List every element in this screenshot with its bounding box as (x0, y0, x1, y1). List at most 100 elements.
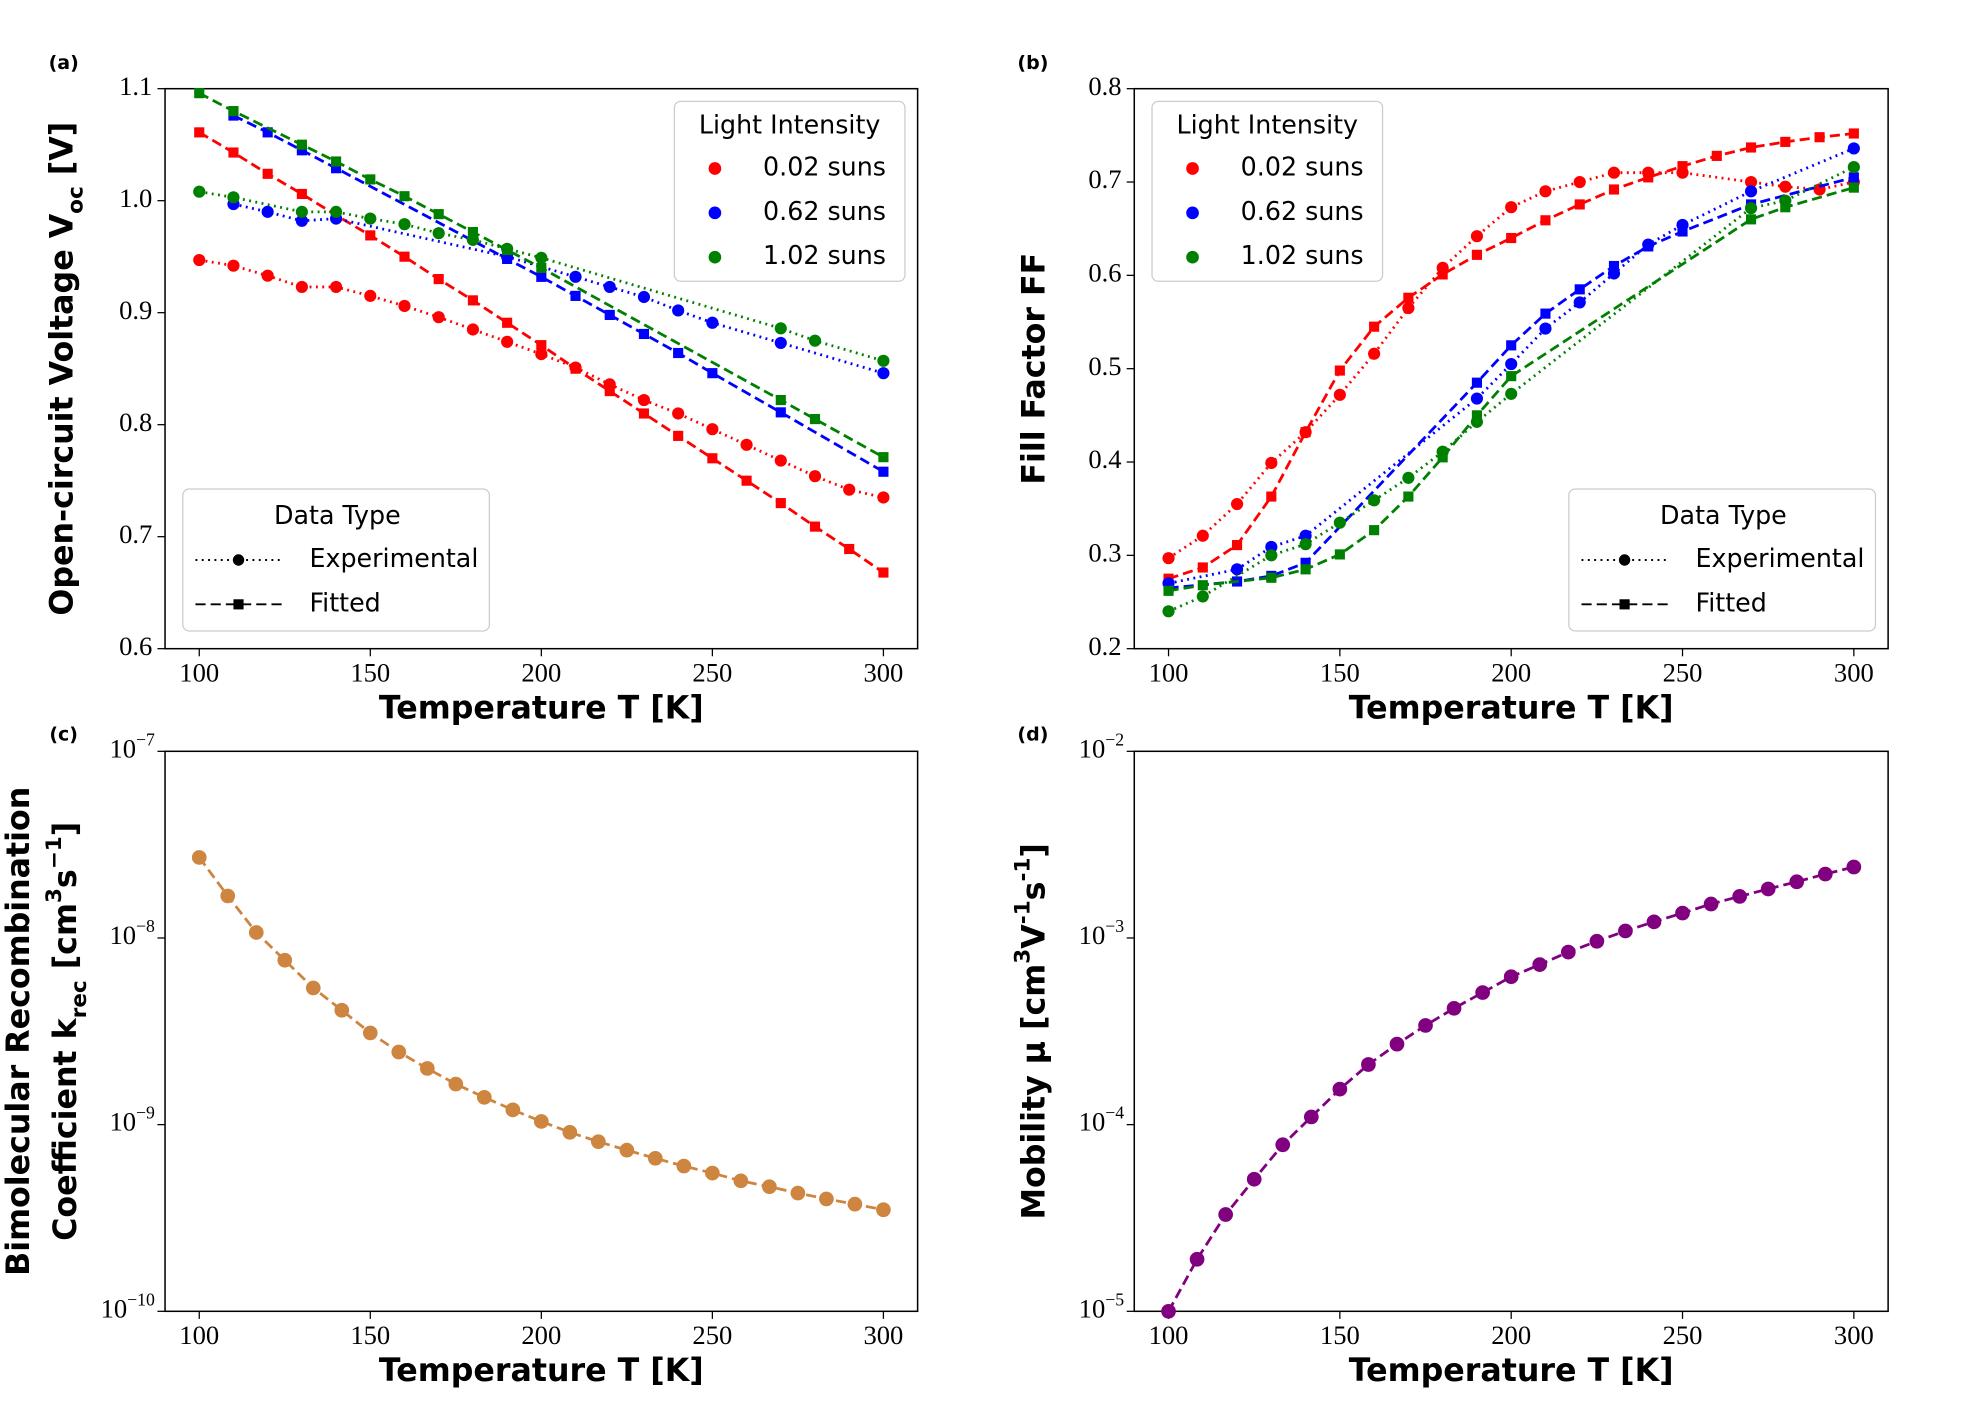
fitted-point (536, 340, 547, 351)
panel: (a) 100 150 200 250 300 0.6 0.7 0.8 0.9 1.0 1.1 Temp… (45, 52, 919, 727)
tick-base: 10 (109, 1107, 136, 1137)
y-tick-label: 1.0 (119, 183, 152, 213)
experimental-point (1333, 516, 1346, 529)
y-axis-label: Fill Factor FF (1016, 253, 1052, 485)
data-point (191, 850, 207, 865)
data-point (362, 1025, 378, 1041)
data-point (1789, 874, 1805, 890)
label-part: V (1016, 924, 1052, 949)
fitted-point (809, 414, 821, 425)
fitted-point (262, 127, 273, 138)
data-point (1817, 866, 1833, 882)
fitted-point (1163, 585, 1174, 596)
label-part: [cm (48, 903, 84, 980)
data-point (248, 925, 264, 940)
legend-label: 0.02 suns (1241, 152, 1364, 182)
data-line (1167, 865, 1855, 1312)
data-point (1303, 1109, 1319, 1125)
legend-label: 0.02 suns (763, 152, 886, 182)
label-part: Bimolecular Recombination (1, 787, 37, 1276)
experimental-point (501, 335, 514, 348)
fitted-point (878, 466, 889, 477)
experimental-point (672, 304, 685, 317)
fitted-point (1848, 128, 1859, 139)
y-tick-label: 10−10 (101, 1289, 155, 1323)
label-part: Mobility μ [cm (1016, 964, 1052, 1220)
fitted-point (228, 106, 239, 117)
tick-base: 10 (101, 1293, 128, 1323)
fitted-point (1334, 365, 1345, 376)
fitted-point (741, 475, 752, 486)
x-tick-label: 150 (1320, 657, 1360, 687)
legend-marker (708, 206, 722, 220)
experimental-point (1539, 185, 1552, 198)
legend-label: Fitted (309, 587, 380, 617)
fitted-point (296, 145, 307, 156)
legend-label: Experimental (309, 543, 478, 573)
fitted-point (1471, 410, 1482, 421)
tick-exponent: −2 (1105, 729, 1124, 749)
fitted-point (296, 139, 307, 150)
experimental-point (329, 280, 343, 294)
legend-label: 0.62 suns (1241, 196, 1364, 226)
label-part: s (1016, 881, 1052, 900)
y-tick-label: 0.9 (119, 295, 152, 325)
y-tick-label: 0.7 (1088, 164, 1121, 194)
data-point (1618, 923, 1633, 939)
data-point (1560, 944, 1576, 960)
fitted-point (433, 274, 444, 285)
fitted-point (878, 567, 889, 578)
experimental-point (1744, 175, 1758, 189)
label-part: 3 (41, 888, 66, 903)
fitted-point (467, 226, 478, 238)
fitted-point (570, 363, 581, 374)
fitted-point (1745, 142, 1757, 153)
fitted-point (673, 430, 684, 441)
data-point (1361, 1057, 1376, 1072)
fitted-point (707, 368, 718, 379)
data-point (1246, 1171, 1262, 1187)
data-point (790, 1185, 806, 1201)
experimental-point (1196, 529, 1209, 542)
fitted-point (1506, 340, 1517, 351)
fitted-point (1506, 232, 1517, 244)
y-tick-label: 0.8 (119, 407, 152, 437)
data-point (1418, 1018, 1433, 1033)
fitted-point (433, 209, 444, 220)
data-point (591, 1134, 606, 1150)
fitted-point (1403, 292, 1414, 303)
fitted-point (1677, 226, 1688, 237)
experimental-point (740, 438, 753, 451)
fitted-point (1540, 308, 1551, 319)
data-point (1589, 933, 1605, 949)
y-tick-label: 10−4 (1079, 1103, 1125, 1137)
data-point (220, 888, 236, 904)
x-tick-label: 250 (692, 1320, 732, 1350)
data-point (847, 1196, 863, 1212)
tick-exponent: −3 (1105, 916, 1124, 936)
data-point (277, 952, 293, 968)
fitted-point (1780, 136, 1791, 147)
data-point (1332, 1081, 1348, 1097)
tick-exponent: −7 (136, 729, 155, 749)
experimental-point (193, 185, 206, 198)
fitted-point (1677, 161, 1688, 172)
fitted-point (1506, 371, 1517, 382)
fitted-point (1334, 549, 1345, 560)
data-line (198, 856, 884, 1212)
y-tick-label: 0.2 (1088, 631, 1121, 661)
experimental-point (1744, 202, 1758, 215)
label-part: [V] (45, 122, 81, 186)
fitted-point (536, 271, 547, 282)
experimental-point (877, 491, 890, 504)
experimental-point (1539, 322, 1552, 335)
data-point (676, 1158, 692, 1174)
data-point (1161, 1303, 1176, 1319)
x-tick-label: 100 (179, 657, 219, 687)
data-point (705, 1165, 720, 1181)
y-tick-label: 10−5 (1079, 1289, 1125, 1323)
panel-label: (c) (49, 723, 78, 745)
experimental-point (637, 393, 651, 407)
fitted-point (775, 394, 786, 406)
fitted-point (502, 244, 513, 256)
